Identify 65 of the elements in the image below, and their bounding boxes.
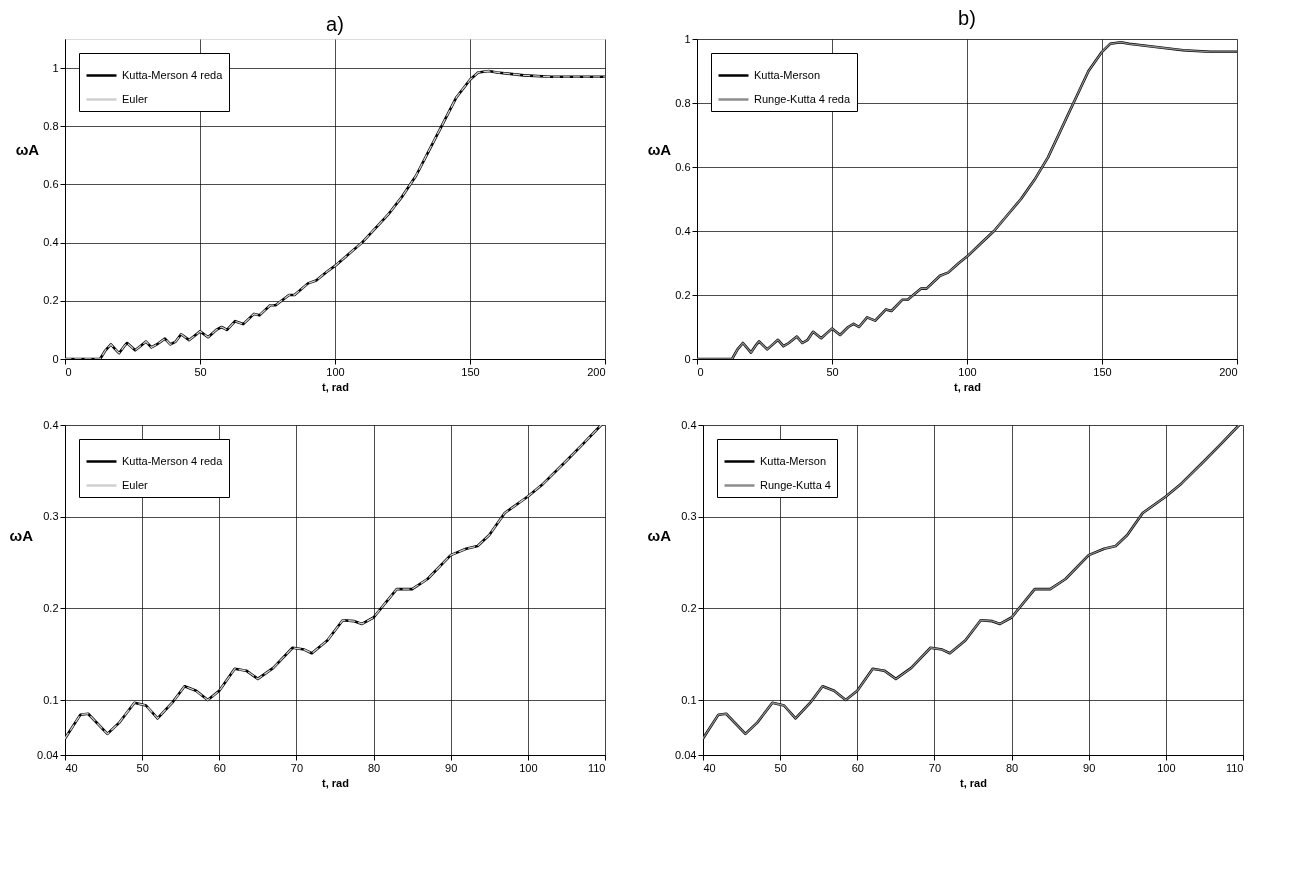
- y-tick-label: 0.4: [675, 224, 691, 237]
- y-tick-label: 0.3: [681, 510, 697, 523]
- y-tick-label: 1: [684, 32, 691, 45]
- y-tick-label: 0.2: [675, 288, 691, 301]
- x-tick-label: 40: [703, 761, 716, 774]
- legend-label: Kutta-Merson: [754, 68, 821, 81]
- x-tick-label: 80: [1005, 761, 1019, 774]
- y-tick-label: 0.2: [681, 601, 697, 614]
- y-tick-label: 0: [52, 352, 59, 365]
- y-tick-label: 0.1: [43, 693, 59, 706]
- y-tick-label: 0.1: [681, 693, 697, 706]
- x-tick-label: 200: [1219, 365, 1238, 378]
- y-tick-label: 0.6: [675, 160, 691, 173]
- x-axis-title: t, rad: [960, 776, 987, 789]
- y-tick-label: 0.6: [43, 177, 59, 190]
- legend-label: Euler: [122, 92, 149, 105]
- x-tick-label: 90: [1083, 761, 1096, 774]
- x-tick-label: 200: [587, 365, 606, 378]
- y-tick-label: 0.2: [43, 601, 59, 614]
- legend-label: Euler: [122, 478, 149, 491]
- legend-label: Runge-Kutta 4: [760, 478, 831, 491]
- y-tick-label: 1: [52, 61, 59, 74]
- y-tick-label: 0.4: [681, 418, 697, 431]
- y-tick-label: 0.04: [37, 748, 59, 761]
- legend-label: Kutta-Merson 4 reda: [122, 68, 224, 81]
- legend-label: Runge-Kutta 4 reda: [754, 92, 851, 105]
- x-tick-label: 70: [290, 761, 304, 774]
- x-tick-label: 40: [65, 761, 78, 774]
- x-tick-label: 100: [519, 761, 538, 774]
- x-tick-label: 150: [1093, 365, 1112, 378]
- x-tick-label: 70: [928, 761, 942, 774]
- y-tick-label: 0.04: [675, 748, 697, 761]
- x-axis-title: t, rad: [322, 776, 349, 789]
- x-axis-title: t, rad: [322, 380, 349, 393]
- y-tick-label: 0.3: [43, 510, 59, 523]
- y-axis-title: ωA: [9, 526, 34, 544]
- x-tick-label: 80: [367, 761, 381, 774]
- x-tick-label: 100: [958, 365, 977, 378]
- y-axis-title: ωA: [647, 526, 672, 544]
- chart-title: a): [326, 13, 344, 35]
- y-tick-label: 0: [684, 352, 691, 365]
- y-axis-title: ωA: [647, 140, 672, 158]
- x-tick-label: 90: [445, 761, 458, 774]
- x-tick-label: 150: [461, 365, 480, 378]
- x-tick-label: 60: [851, 761, 864, 774]
- x-tick-label: 50: [194, 365, 207, 378]
- x-axis-title: t, rad: [954, 380, 981, 393]
- y-tick-label: 0.2: [43, 294, 59, 307]
- x-tick-label: 50: [136, 761, 149, 774]
- x-tick-label: 50: [774, 761, 787, 774]
- legend-label: Kutta-Merson: [760, 454, 827, 467]
- x-tick-label: 0: [65, 365, 72, 378]
- x-tick-label: 60: [213, 761, 226, 774]
- legend-label: Kutta-Merson 4 reda: [122, 454, 224, 467]
- y-tick-label: 0.8: [43, 119, 59, 132]
- y-tick-label: 0.8: [675, 96, 691, 109]
- y-axis-title: ωA: [15, 140, 40, 158]
- x-tick-label: 110: [587, 761, 606, 774]
- x-tick-label: 100: [326, 365, 345, 378]
- x-tick-label: 110: [1225, 761, 1244, 774]
- y-tick-label: 0.4: [43, 418, 59, 431]
- x-tick-label: 100: [1157, 761, 1176, 774]
- y-tick-label: 0.4: [43, 236, 59, 249]
- x-tick-label: 50: [826, 365, 839, 378]
- chart-title: b): [958, 7, 976, 29]
